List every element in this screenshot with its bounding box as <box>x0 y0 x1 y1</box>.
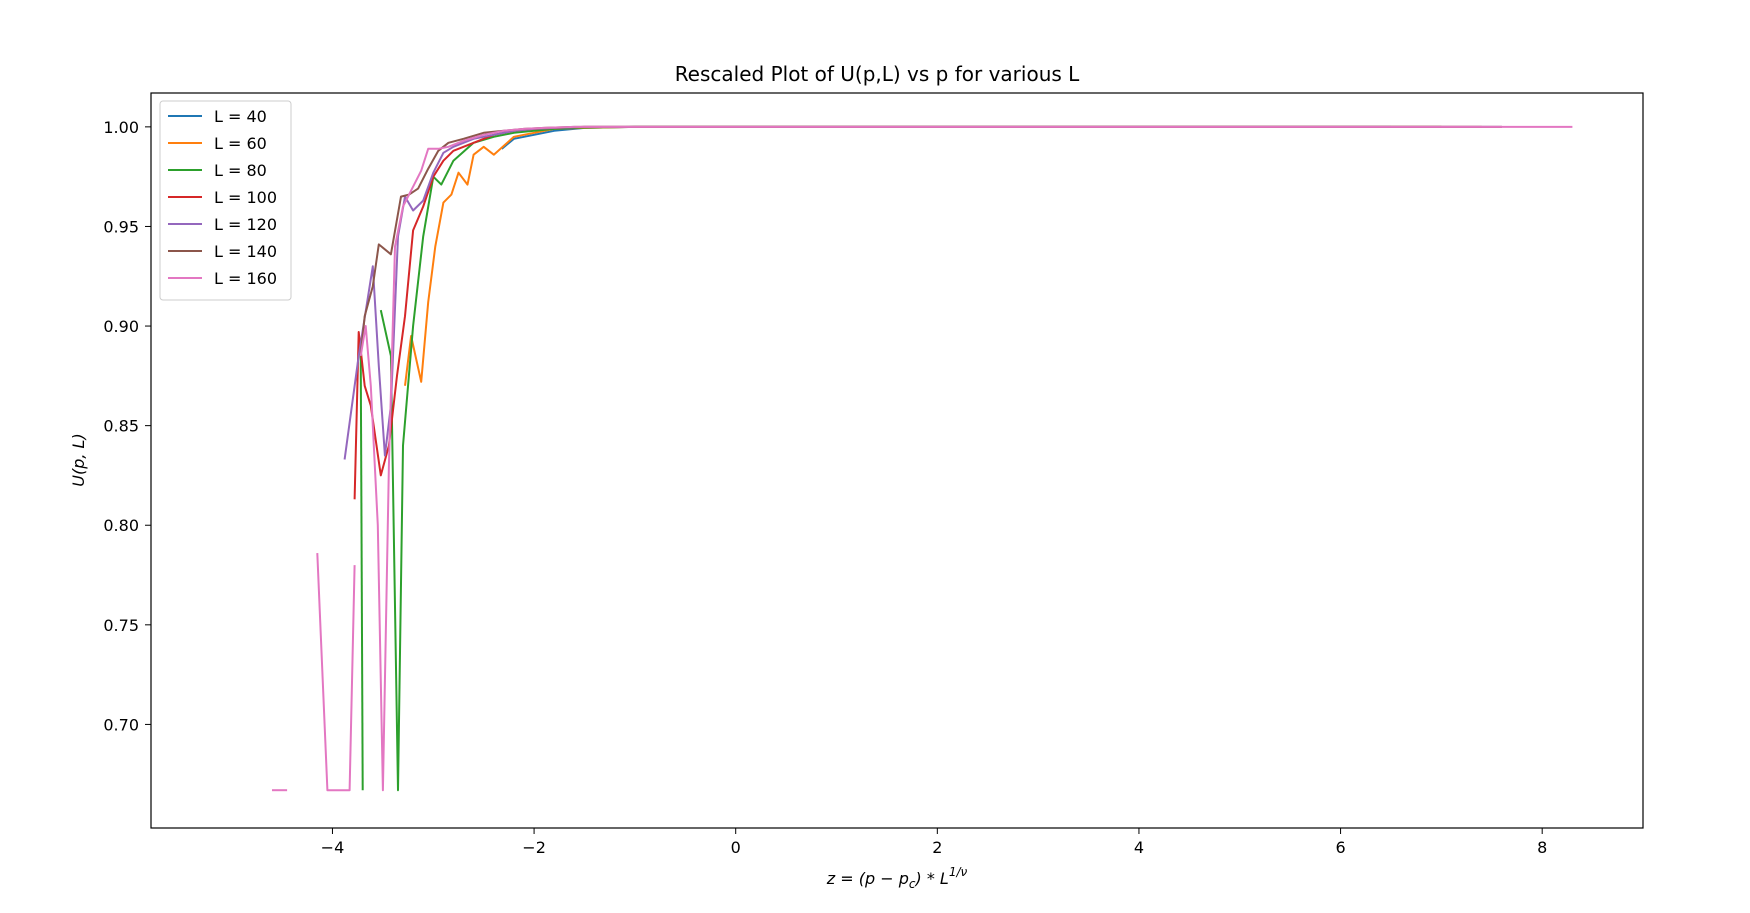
series-line-100 <box>353 125 1482 500</box>
y-tick-label: 0.70 <box>103 715 139 734</box>
legend-label: L = 80 <box>214 161 267 180</box>
y-tick-label: 0.75 <box>103 616 139 635</box>
x-axis-label-rest: ) * L <box>915 869 949 888</box>
series-line-120 <box>343 125 1502 460</box>
y-axis: 0.70 0.75 0.80 0.85 0.90 0.95 1.00 <box>103 118 151 734</box>
x-axis-label: z = (p − pc) * L1/ν <box>826 865 968 891</box>
series-line-80-segment-2 <box>359 349 364 791</box>
x-tick-label: 2 <box>932 838 942 857</box>
y-tick-label: 0.80 <box>103 516 139 535</box>
x-tick-label: −2 <box>522 838 546 857</box>
series-line-40 <box>501 125 1391 150</box>
y-tick-label: 0.85 <box>103 417 139 436</box>
y-tick-label: 0.90 <box>103 317 139 336</box>
y-tick-label: 0.95 <box>103 217 139 236</box>
x-axis-label-sub: c <box>909 877 916 891</box>
x-axis-label-main: z = (p − p <box>826 869 909 888</box>
y-axis-label: U(p, L) <box>69 433 88 486</box>
plot-area <box>272 125 1573 792</box>
legend-label: L = 60 <box>214 134 267 153</box>
legend-label: L = 160 <box>214 269 277 288</box>
series-line-140 <box>359 125 1502 356</box>
legend-label: L = 120 <box>214 215 277 234</box>
axes-frame <box>150 92 1644 829</box>
x-tick-label: 0 <box>731 838 741 857</box>
legend-label: L = 40 <box>214 107 267 126</box>
x-axis: −4 −2 0 2 4 6 8 <box>321 828 1547 857</box>
series-line-60 <box>404 125 1442 386</box>
series-line-160-segment-2 <box>316 553 356 792</box>
series-line-80 <box>379 125 1442 792</box>
x-tick-label: 6 <box>1335 838 1345 857</box>
legend: L = 40 L = 60 L = 80 L = 100 L = 120 L = 140 L… <box>159 100 292 301</box>
series-line-160 <box>359 125 1573 792</box>
x-tick-label: −4 <box>321 838 345 857</box>
y-tick-label: 1.00 <box>103 118 139 137</box>
x-tick-label: 4 <box>1134 838 1144 857</box>
chart-title: Rescaled Plot of U(p,L) vs p for various… <box>675 62 1080 86</box>
x-axis-label-sup: 1/ν <box>949 865 968 879</box>
legend-label: L = 100 <box>214 188 277 207</box>
x-tick-label: 8 <box>1537 838 1547 857</box>
legend-label: L = 140 <box>214 242 277 261</box>
